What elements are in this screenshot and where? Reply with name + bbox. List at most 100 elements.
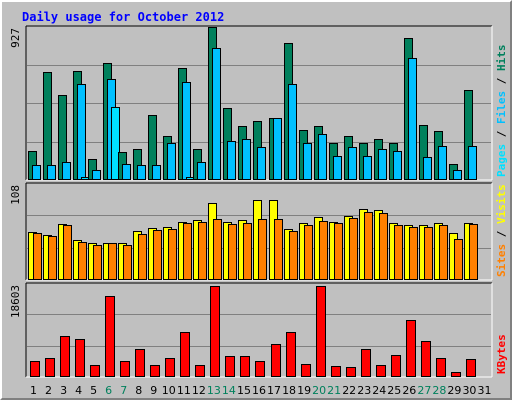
bottom-bar-kbytes-day-24 — [376, 365, 386, 377]
day-label-27: 27 — [417, 384, 431, 397]
day-label-29: 29 — [447, 384, 461, 397]
top-bar-files-day-21 — [333, 156, 342, 180]
day-label-9: 9 — [150, 384, 157, 397]
bottom-bar-kbytes-day-8 — [135, 349, 145, 377]
middle-bar-sites-day-16 — [258, 219, 267, 280]
bottom-bar-kbytes-day-26 — [406, 320, 416, 377]
top-bar-files-day-24 — [378, 149, 387, 180]
top-bar-files-day-2 — [47, 165, 56, 180]
day-label-24: 24 — [372, 384, 386, 397]
middle-bar-sites-day-14 — [228, 224, 237, 280]
day-label-28: 28 — [432, 384, 446, 397]
chart-title: Daily usage for October 2012 — [22, 10, 224, 24]
bottom-panel: 18603 KBytes — [9, 282, 508, 378]
middle-bar-sites-day-28 — [439, 225, 448, 280]
bottom-bar-kbytes-day-13 — [210, 286, 220, 377]
middle-bar-sites-day-17 — [274, 219, 283, 280]
bottom-bar-kbytes-day-21 — [331, 366, 341, 377]
bottom-bar-kbytes-day-20 — [316, 286, 326, 377]
bottom-bar-kbytes-day-11 — [180, 332, 190, 377]
bottom-bar-kbytes-day-23 — [361, 349, 371, 377]
bottom-bar-kbytes-day-18 — [286, 332, 296, 377]
middle-bar-sites-day-30 — [469, 224, 478, 280]
top-bar-files-day-20 — [318, 134, 327, 180]
top-bar-files-day-9 — [152, 165, 161, 180]
top-panel: 927 Pages / Files / Hits — [9, 25, 508, 181]
top-bar-hits-day-2 — [43, 72, 52, 180]
bottom-bar-kbytes-day-5 — [90, 365, 100, 377]
top-bar-files-day-5 — [92, 170, 101, 180]
day-label-4: 4 — [75, 384, 82, 397]
middle-max-label: 108 — [9, 185, 22, 205]
day-label-17: 17 — [267, 384, 281, 397]
middle-bar-sites-day-6 — [108, 243, 117, 280]
top-bar-files-day-14 — [227, 141, 236, 180]
day-label-8: 8 — [135, 384, 142, 397]
bottom-bar-kbytes-day-12 — [195, 365, 205, 377]
bottom-bar-kbytes-day-1 — [30, 361, 40, 377]
day-label-10: 10 — [162, 384, 176, 397]
day-label-11: 11 — [177, 384, 191, 397]
top-bar-files-day-8 — [137, 165, 146, 180]
top-bar-files-day-25 — [393, 151, 402, 180]
bottom-bar-kbytes-day-27 — [421, 341, 431, 377]
top-bar-files-day-27 — [423, 157, 432, 180]
day-label-23: 23 — [357, 384, 371, 397]
middle-bar-sites-day-15 — [243, 223, 252, 280]
bottom-bar-kbytes-day-17 — [271, 344, 281, 377]
top-bar-files-day-11 — [182, 82, 191, 180]
top-bar-pages-day-6 — [111, 107, 120, 180]
label-separator: / — [495, 71, 508, 91]
series-label-files: Files — [495, 91, 508, 124]
bottom-bar-kbytes-day-30 — [466, 359, 476, 377]
middle-series-labels: Sites / Visits — [495, 184, 508, 277]
day-label-3: 3 — [60, 384, 67, 397]
top-bar-files-day-30 — [468, 146, 477, 180]
bottom-bar-kbytes-day-14 — [225, 356, 235, 377]
middle-bar-sites-day-21 — [334, 223, 343, 280]
top-bar-files-day-15 — [242, 139, 251, 180]
day-label-26: 26 — [402, 384, 416, 397]
day-label-6: 6 — [105, 384, 112, 397]
day-label-19: 19 — [297, 384, 311, 397]
chart-panels: 927 Pages / Files / Hits 108 Sites / Visits… — [9, 25, 508, 378]
bottom-bar-kbytes-day-4 — [75, 339, 85, 377]
middle-bar-sites-day-2 — [48, 236, 57, 280]
middle-bar-sites-day-26 — [409, 227, 418, 280]
bottom-bar-kbytes-day-29 — [451, 372, 461, 377]
bottom-bar-kbytes-day-10 — [165, 358, 175, 377]
middle-bar-sites-day-12 — [198, 222, 207, 280]
top-bar-files-day-7 — [122, 164, 131, 180]
middle-bar-sites-day-27 — [424, 227, 433, 280]
middle-bar-sites-day-20 — [319, 221, 328, 280]
top-bar-files-day-26 — [408, 58, 417, 180]
middle-bar-sites-day-22 — [349, 218, 358, 280]
bottom-bar-kbytes-day-25 — [391, 355, 401, 377]
day-label-22: 22 — [342, 384, 356, 397]
top-bar-files-day-29 — [453, 170, 462, 180]
middle-bar-sites-day-25 — [394, 225, 403, 280]
bottom-series-labels: KBytes — [495, 334, 508, 374]
middle-panel: 108 Sites / Visits — [9, 182, 508, 281]
day-label-14: 14 — [222, 384, 236, 397]
top-series-labels: Pages / Files / Hits — [495, 45, 508, 178]
series-label-hits: Hits — [495, 45, 508, 72]
middle-bar-sites-day-10 — [168, 229, 177, 280]
middle-bar-sites-day-8 — [138, 234, 147, 280]
top-bar-files-day-1 — [32, 165, 41, 180]
top-bar-files-day-18 — [288, 84, 297, 180]
top-max-label: 927 — [9, 28, 22, 48]
bottom-bar-kbytes-day-6 — [105, 296, 115, 377]
series-label-visits: Visits — [495, 184, 508, 224]
day-label-21: 21 — [327, 384, 341, 397]
middle-bar-sites-day-19 — [304, 225, 313, 280]
bottom-bar-kbytes-day-28 — [436, 358, 446, 377]
day-label-30: 30 — [462, 384, 476, 397]
middle-bar-sites-day-5 — [93, 245, 102, 280]
middle-bar-sites-day-7 — [123, 245, 132, 280]
bottom-bar-kbytes-day-22 — [346, 367, 356, 377]
middle-bar-sites-day-18 — [289, 231, 298, 280]
day-label-25: 25 — [387, 384, 401, 397]
